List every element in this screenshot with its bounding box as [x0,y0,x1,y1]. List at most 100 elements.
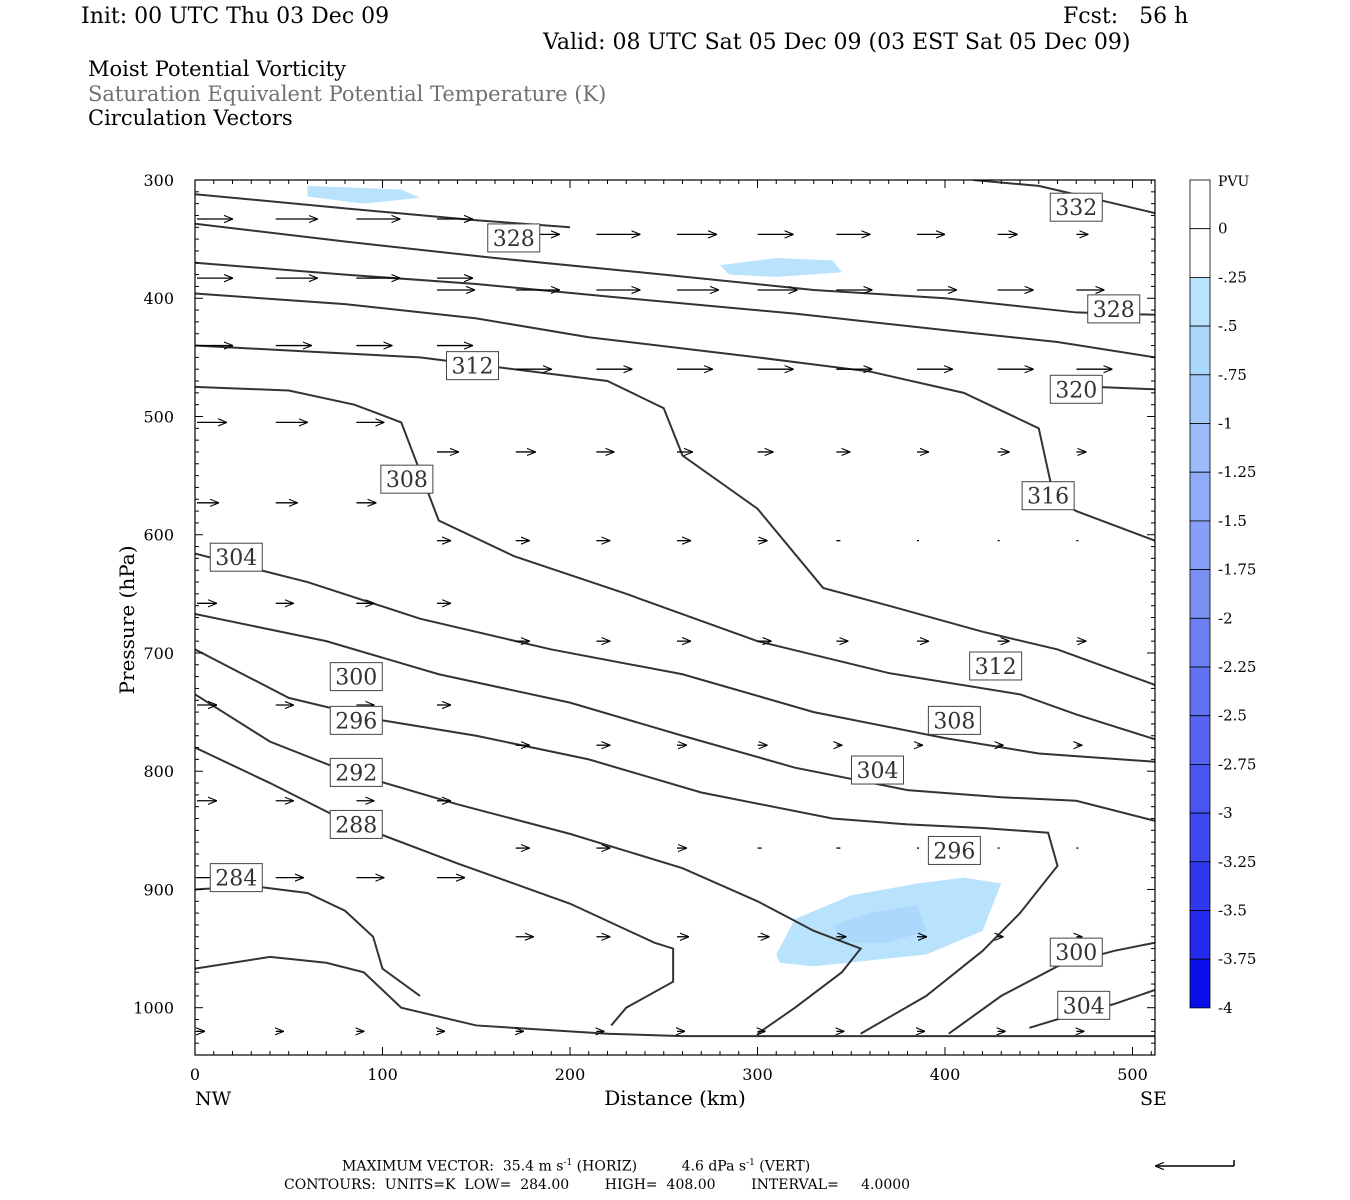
colorbar-swatch [1189,715,1211,765]
colorbar-label: -1.25 [1218,463,1256,481]
valid-time: Valid: 08 UTC Sat 05 Dec 09 (03 EST Sat … [543,30,1131,55]
contour-label: 292 [329,757,383,787]
colorbar-swatch [1189,374,1211,424]
contour-label-text: 300 [335,666,377,691]
contour-label: 332 [1049,192,1103,222]
colorbar-label: -2 [1218,609,1233,627]
forecast-hour: Fcst: 56 h [1063,4,1189,29]
contour-label-box [1057,990,1111,1020]
contour-label-text: 312 [452,355,494,380]
horiz-unit: (HORIZ) [576,1158,638,1175]
colorbar-label: -3 [1218,804,1233,822]
contour-label-text: 288 [335,813,377,838]
contour-label-text: 304 [857,759,899,784]
colorbar-label: -2.75 [1218,755,1256,773]
colorbar-swatch [1189,958,1211,1009]
contour-label-box [209,542,263,572]
colorbar-label: -3.5 [1218,902,1247,920]
mpv-shade-region [832,904,927,943]
y-tick-label: 700 [143,644,174,663]
contour-304 [195,552,1155,763]
contour-284 [195,955,1155,1038]
colorbar-label: -1.5 [1218,512,1247,530]
contour-320 [195,261,1155,359]
contour-label-text: 304 [215,546,257,571]
colorbar-swatch [1189,764,1211,814]
contour-label-text: 308 [933,709,975,734]
contour-320 [1094,385,1155,391]
contour-312 [195,344,1155,686]
colorbar-label: -.75 [1218,366,1247,384]
x-axis-label: Distance (km) [604,1086,746,1110]
y-tick-label: 300 [143,171,174,190]
max-vector-horiz: 35.4 m s [502,1158,564,1175]
contour-label-box [969,651,1023,681]
colorbar-swatch [1189,325,1211,376]
contour-label-box [209,863,263,893]
colorbar-label: -1 [1218,415,1233,433]
contour-label-text: 320 [1055,378,1097,403]
vert-unit: (VERT) [759,1158,811,1175]
y-tick-label: 400 [143,289,174,308]
colorbar-swatch [1189,228,1211,278]
x-tick-label: 500 [1117,1065,1148,1084]
contour-316 [195,292,1155,542]
contour-label-box [851,755,904,785]
colorbar-units: PVU [1218,174,1250,190]
x-right-end-label: SE [1140,1088,1167,1110]
colorbar-label: -3.75 [1218,950,1256,968]
y-tick-label: 800 [143,762,174,781]
contour-label: 304 [209,542,263,572]
contour-label-box [1087,294,1141,324]
max-vector-line: MAXIMUM VECTOR: 35.4 m s-1 (HORIZ) 4.6 d… [342,1158,810,1175]
y-tick-label: 500 [143,407,174,426]
mpv-shade-region [945,824,1114,854]
colorbar-swatch [1189,666,1211,717]
contour-label: 320 [1049,374,1103,404]
colorbar-swatch [1189,812,1211,863]
init-time: Init: 00 UTC Thu 03 Dec 09 [81,4,390,29]
y-tick-label: 900 [143,880,174,899]
reference-vector [1155,1160,1235,1166]
contour-label-box [329,809,383,839]
contour-label-text: 312 [975,655,1017,680]
x-left-end-label: NW [195,1088,232,1110]
y-tick-label: 600 [143,526,174,545]
contour-label-box [446,351,499,381]
colorbar-label: -1.75 [1218,561,1256,579]
y-axis-label: Pressure (hPa) [115,546,139,695]
x-tick-label: 400 [930,1065,961,1084]
title-theta-es: Saturation Equivalent Potential Temperat… [88,82,607,106]
colorbar-swatch [1189,471,1211,522]
contour-label: 288 [329,809,383,839]
contour-label-box [329,662,383,692]
colorbar-swatch [1189,276,1211,327]
colorbar-swatch [1189,569,1211,619]
contour-328 [195,222,1155,316]
contour-label-text: 308 [386,468,428,493]
colorbar-label: -.5 [1218,317,1237,335]
contour-label-text: 316 [1027,485,1069,510]
contour-label-text: 300 [1055,941,1097,966]
colorbar-swatch [1189,861,1211,911]
contour-332 [973,180,1155,215]
contour-label: 304 [851,755,904,785]
x-tick-label: 200 [555,1065,586,1084]
colorbar-label: 0 [1218,220,1228,238]
colorbar-label: -2.25 [1218,658,1256,676]
contour-label: 296 [927,835,981,865]
contour-label: 316 [1021,481,1075,511]
contour-label: 328 [1087,294,1141,324]
vert-exp: -1 [746,1158,755,1168]
contour-label: 328 [487,223,541,253]
contour-label: 300 [1049,937,1103,967]
mpv-shade-region [457,286,552,334]
contour-label-text: 296 [933,839,975,864]
colorbar-swatch [1189,179,1211,230]
title-mpv: Moist Potential Vorticity [88,57,346,81]
contour-label: 300 [329,662,383,692]
contour-label: 312 [969,651,1023,681]
contour-label-text: 328 [493,227,535,252]
contour-label: 304 [1057,990,1111,1020]
